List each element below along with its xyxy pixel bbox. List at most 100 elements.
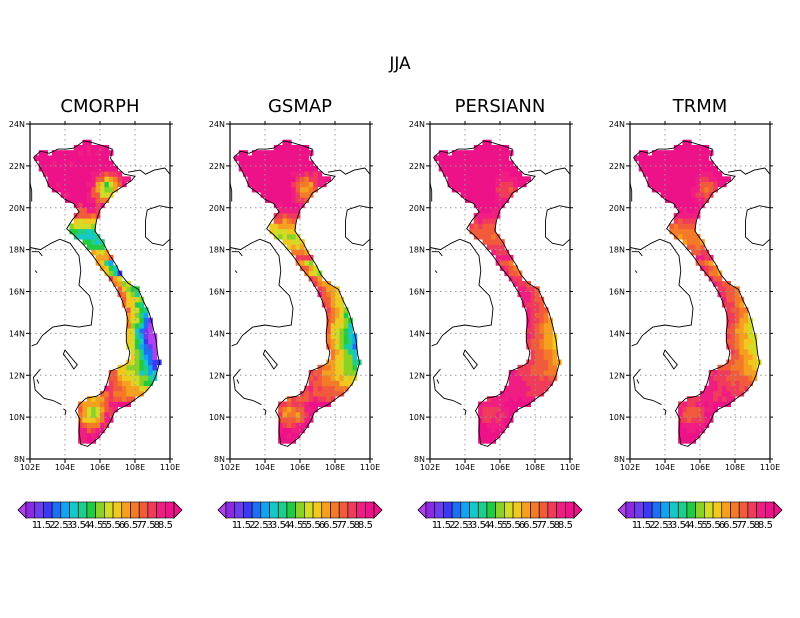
- grid-cell: [95, 244, 101, 251]
- grid-cell: [308, 411, 314, 418]
- grid-cell: [335, 296, 340, 303]
- grid-cell: [700, 390, 705, 397]
- grid-cell: [669, 223, 675, 230]
- grid-cell: [330, 380, 336, 387]
- grid-cell: [243, 160, 248, 167]
- grid-cell: [513, 375, 518, 381]
- grid-cell: [651, 150, 657, 156]
- grid-cell: [65, 186, 70, 193]
- grid-cell: [113, 375, 118, 381]
- colorbar-segment: [451, 501, 462, 519]
- grid-cell: [700, 406, 705, 413]
- grid-cell: [139, 317, 145, 324]
- colorbar-segment: [764, 501, 775, 519]
- grid-cell: [326, 328, 332, 334]
- y-tick-label: 10N: [409, 413, 425, 422]
- grid-cell: [739, 359, 745, 366]
- grid-cell: [135, 349, 140, 355]
- grid-cell: [278, 155, 283, 162]
- grid-cell: [669, 192, 675, 198]
- grid-cell: [691, 202, 697, 209]
- grid-cell: [504, 150, 510, 156]
- grid-cell: [691, 401, 697, 408]
- grid-cell: [51, 165, 57, 172]
- grid-cell: [304, 192, 310, 198]
- grid-cell: [339, 354, 345, 360]
- y-tick-label: 16N: [409, 288, 425, 297]
- grid-cell: [326, 296, 332, 303]
- grid-cell: [295, 202, 301, 209]
- island: [34, 270, 38, 273]
- grid-cell: [700, 171, 705, 177]
- grid-cell: [500, 160, 505, 167]
- grid-cell: [730, 296, 736, 303]
- grid-cell: [695, 176, 701, 182]
- grid-cell: [643, 171, 648, 177]
- grid-cell: [148, 380, 153, 387]
- grid-cell: [660, 176, 666, 182]
- grid-cell: [304, 197, 310, 203]
- grid-cell: [469, 176, 475, 182]
- grid-cell: [86, 411, 92, 418]
- colorbar-segment: [651, 501, 662, 519]
- grid-cell: [117, 380, 123, 387]
- grid-cell: [491, 212, 497, 219]
- grid-cell: [130, 338, 136, 345]
- grid-cell: [286, 160, 292, 167]
- grid-cell: [91, 401, 97, 408]
- grid-cell: [500, 390, 505, 397]
- grid-cell: [126, 301, 132, 308]
- grid-cell: [704, 390, 710, 397]
- grid-cell: [682, 411, 688, 418]
- x-tick-label: 110E: [560, 463, 580, 472]
- grid-cell: [451, 176, 457, 182]
- grid-cell: [308, 396, 314, 402]
- grid-cell: [143, 322, 149, 329]
- colorbar-segment: [147, 501, 157, 519]
- grid-cell: [143, 354, 149, 360]
- grid-cell: [339, 349, 345, 355]
- grid-cell: [135, 328, 140, 334]
- grid-cell: [691, 411, 697, 418]
- grid-cell: [91, 197, 97, 203]
- grid-cell: [473, 197, 479, 203]
- y-tick-label: 18N: [9, 246, 25, 255]
- grid-cell: [730, 390, 736, 397]
- grid-cell: [326, 317, 332, 324]
- grid-cell: [95, 432, 101, 439]
- grid-cell: [704, 150, 710, 156]
- grid-cell: [508, 171, 514, 177]
- grid-cell: [295, 155, 301, 162]
- grid-cell: [335, 359, 340, 366]
- grid-cell: [256, 181, 262, 188]
- grid-cell: [130, 301, 136, 308]
- grid-cell: [691, 432, 697, 439]
- grid-cell: [95, 406, 101, 413]
- colorbar-segment: [434, 501, 444, 519]
- grid-cell: [82, 192, 88, 198]
- colorbar-segment: [69, 501, 79, 519]
- grid-cell: [686, 406, 692, 413]
- grid-cell: [300, 150, 305, 156]
- grid-cell: [508, 186, 514, 193]
- grid-cell: [704, 186, 710, 193]
- grid-cell: [339, 370, 345, 376]
- grid-cell: [700, 401, 705, 408]
- grid-cell: [139, 322, 145, 329]
- grid-cell: [495, 155, 501, 162]
- grid-cell: [535, 370, 540, 376]
- grid-cell: [148, 359, 153, 366]
- grid-cell: [278, 218, 283, 224]
- grid-cell: [300, 401, 305, 408]
- grid-cell: [143, 312, 149, 319]
- grid-cell: [665, 181, 670, 188]
- grid-cell: [465, 165, 470, 172]
- grid-cell: [713, 171, 718, 177]
- grid-cell: [704, 396, 710, 402]
- grid-cell: [700, 417, 705, 423]
- grid-cell: [286, 244, 292, 251]
- gridlines: [630, 124, 770, 459]
- grid-cell: [291, 207, 297, 214]
- grid-cell: [82, 223, 88, 230]
- grid-cell: [69, 150, 75, 156]
